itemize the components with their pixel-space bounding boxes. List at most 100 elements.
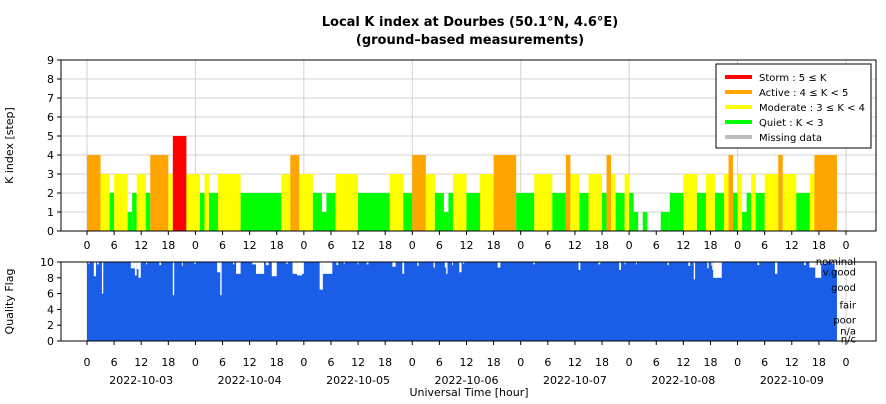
k-index-bar <box>624 174 630 231</box>
quality-flag-gap <box>194 262 196 264</box>
quality-flag-x-tick-label: 12 <box>568 356 582 369</box>
quality-flag-y-tick-label: 4 <box>47 303 54 316</box>
quality-flag-gap <box>713 262 722 278</box>
k-index-bar <box>683 174 697 231</box>
quality-flag-x-tick-label: 12 <box>785 356 799 369</box>
k-index-y-axis-label: K index [step] <box>3 107 16 184</box>
k-index-frame <box>60 59 877 232</box>
k-index-y-tick-label: 6 <box>47 111 54 124</box>
x-axis-label: Universal Time [hour] <box>409 386 528 399</box>
quality-flag-x-tick-label: 12 <box>460 356 474 369</box>
quality-flag-x-tick-label: 6 <box>111 356 118 369</box>
k-index-bar <box>358 193 390 231</box>
quality-flag-x-tick-label: 6 <box>327 356 334 369</box>
k-index-bar <box>588 174 603 231</box>
k-index-x-tick-label: 0 <box>192 239 199 252</box>
k-index-y-tick-label: 0 <box>47 225 54 238</box>
k-index-bar <box>565 155 571 231</box>
k-index-bar <box>602 193 607 231</box>
quality-flag-gap <box>497 262 501 268</box>
k-index-x-tick-label: 0 <box>409 239 416 252</box>
quality-flag-bars <box>87 262 837 341</box>
quality-flag-gap <box>433 262 435 268</box>
legend-label: Quiet : K < 3 <box>759 118 823 129</box>
k-index-bar <box>724 174 729 231</box>
quality-flag-gap <box>138 262 141 278</box>
k-index-y-tick-label: 9 <box>47 54 54 67</box>
quality-flag-gap <box>357 262 359 265</box>
k-index-x-tick-label: 12 <box>785 239 799 252</box>
quality-flag-x-tick-label: 0 <box>843 356 850 369</box>
k-index-bar <box>281 174 291 231</box>
quality-flag-gap <box>459 262 462 273</box>
quality-flag-x-tick-label: 6 <box>219 356 226 369</box>
quality-flag-gap <box>271 262 277 277</box>
quality-flag-gap <box>452 262 453 266</box>
quality-flag-gap <box>172 262 175 296</box>
k-index-x-tick-label: 0 <box>300 239 307 252</box>
date-labels: 2022-10-03 2022-10-04 2022-10-05 2022-10-06… <box>109 374 824 387</box>
quality-flag-x-tick-label: 18 <box>595 356 609 369</box>
k-index-bars <box>87 136 837 231</box>
quality-flag-y-tick-label: 0 <box>47 335 54 348</box>
k-index-bar <box>425 174 435 231</box>
quality-flag-x-tick-label: 0 <box>626 356 633 369</box>
quality-flag-x-tick-label: 6 <box>761 356 768 369</box>
quality-flag-gap <box>134 262 137 276</box>
k-index-bar <box>443 212 449 231</box>
legend-label: Moderate : 3 ≤ K < 4 <box>759 103 865 114</box>
quality-flag-y-axis-label: Quality Flag <box>3 269 16 335</box>
k-index-bar <box>796 193 810 231</box>
k-index-y-tick-label: 4 <box>47 149 54 162</box>
quality-flag-gap <box>181 262 183 266</box>
k-index-bar <box>218 174 241 231</box>
quality-flag-category-label: v.good <box>823 267 856 278</box>
quality-flag-gap <box>96 262 99 265</box>
k-index-x-tick-label: 18 <box>161 239 175 252</box>
k-index-bar <box>168 174 173 231</box>
k-index-x-tick-label: 12 <box>568 239 582 252</box>
quality-flag-gap <box>88 262 90 264</box>
quality-flag-y-tick-label: 10 <box>40 256 54 269</box>
k-index-bar <box>389 174 404 231</box>
date-label: 2022-10-04 <box>218 374 282 387</box>
quality-flag-gap <box>220 262 222 296</box>
quality-flag-gap <box>624 262 626 265</box>
k-index-bar <box>127 212 133 231</box>
quality-flag-gap <box>130 262 135 269</box>
quality-flag-category-label: nominal <box>816 257 856 268</box>
quality-flag-category-label: fair <box>839 300 856 311</box>
k-index-x-tick-label: 12 <box>351 239 365 252</box>
k-index-bar <box>705 174 715 231</box>
k-index-x-tick-label: 6 <box>436 239 443 252</box>
quality-flag-gap <box>236 262 241 274</box>
quality-flag-x-tick-label: 0 <box>84 356 91 369</box>
k-index-bar <box>132 193 137 231</box>
k-index-bar <box>814 155 837 231</box>
date-label: 2022-10-09 <box>760 374 824 387</box>
quality-flag-gap <box>775 262 778 274</box>
quality-flag-gap <box>446 262 448 274</box>
k-index-bar <box>204 174 209 231</box>
quality-flag-y-tick-label: 2 <box>47 319 54 332</box>
k-index-bar <box>335 174 359 231</box>
k-index-bar <box>299 174 313 231</box>
date-label: 2022-10-06 <box>435 374 499 387</box>
k-index-bar <box>145 193 151 231</box>
quality-flag-gap <box>392 262 396 267</box>
k-index-x-tick-label: 6 <box>327 239 334 252</box>
k-index-x-tick-label: 12 <box>676 239 690 252</box>
quality-flag-gap <box>402 262 405 274</box>
k-index-x-tick-label: 0 <box>626 239 633 252</box>
quality-flag-x-tick-label: 0 <box>734 356 741 369</box>
quality-flag-gap <box>667 262 669 266</box>
k-index-bar <box>186 174 200 231</box>
k-index-x-tick-label: 12 <box>460 239 474 252</box>
quality-flag-y-tick-label: 8 <box>47 272 54 285</box>
k-index-bar <box>150 155 169 231</box>
quality-flag-gap <box>462 262 465 264</box>
k-index-bar <box>434 193 444 231</box>
k-index-bar <box>606 155 612 231</box>
quality-flag-gap <box>217 262 221 273</box>
quality-flag-gap <box>821 262 827 264</box>
